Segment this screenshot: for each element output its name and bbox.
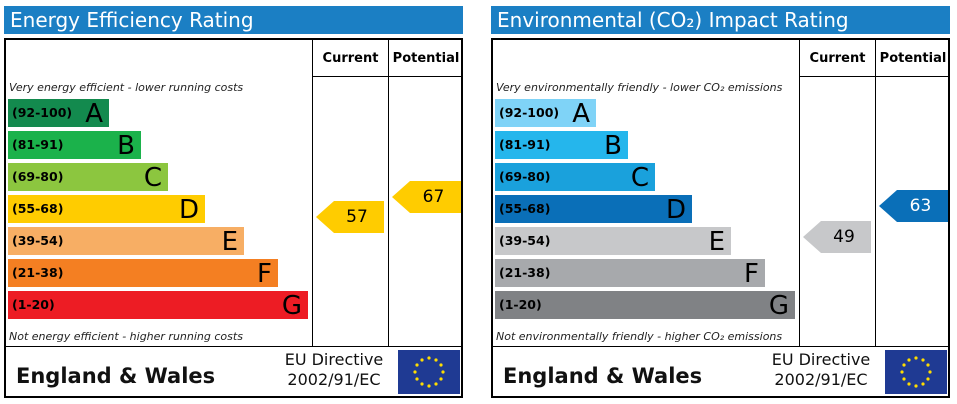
divider [799,76,950,77]
band-range: (81-91) [499,137,551,152]
band-range: (21-38) [12,265,64,280]
band-letter: E [708,227,725,257]
band-range: (1-20) [499,297,542,312]
band-g: (1-20) G [8,291,308,321]
band-letter: D [178,195,199,225]
eu-directive: EU Directive 2002/91/EC [765,350,877,390]
band-letter: B [604,131,622,161]
current-column-header: Current [809,51,866,66]
band-d: (55-68) D [495,195,692,225]
potential-rating-arrow: 63 [879,190,948,222]
energy-efficiency-panel: Energy Efficiency Rating Current Potenti… [4,0,465,404]
band-letter: B [117,131,135,161]
band-range: (55-68) [499,201,551,216]
eu-directive-line1: EU Directive [284,350,384,369]
eu-directive-line2: 2002/91/EC [774,370,868,389]
divider [493,346,950,347]
bottom-caption: Not energy efficient - higher running co… [9,330,243,343]
top-caption: Very energy efficient - lower running co… [9,81,244,94]
divider [312,76,463,77]
band-range: (69-80) [499,169,551,184]
band-letter: A [572,99,590,129]
band-range: (81-91) [12,137,64,152]
bottom-caption: Not environmentally friendly - higher CO… [496,330,783,343]
band-range: (55-68) [12,201,64,216]
band-b: (81-91) B [495,131,628,161]
eu-directive: EU Directive 2002/91/EC [278,350,390,390]
band-range: (1-20) [12,297,55,312]
band-range: (69-80) [12,169,64,184]
band-f: (21-38) F [8,259,278,289]
band-e: (39-54) E [495,227,731,257]
rating-frame: Current Potential Very energy efficient … [4,38,463,398]
band-g: (1-20) G [495,291,795,321]
band-e: (39-54) E [8,227,244,257]
band-letter: G [281,291,302,321]
band-letter: C [630,163,649,193]
band-range: (21-38) [499,265,551,280]
band-range: (92-100) [12,105,73,120]
footer-region: England & Wales [16,364,216,388]
panel-title: Environmental (CO₂) Impact Rating [491,6,950,34]
band-c: (69-80) C [8,163,168,193]
potential-rating-arrow: 67 [392,181,461,213]
rating-frame: Current Potential Very environmentally f… [491,38,950,398]
divider [799,40,800,346]
band-letter: F [257,259,272,289]
eu-directive-line2: 2002/91/EC [287,370,381,389]
divider [875,40,876,346]
band-letter: A [85,99,103,129]
eu-directive-line1: EU Directive [771,350,871,369]
band-d: (55-68) D [8,195,205,225]
environmental-impact-panel: Environmental (CO₂) Impact Rating Curren… [491,0,952,404]
eu-flag-icon [398,350,460,394]
band-range: (39-54) [12,233,64,248]
band-letter: G [768,291,789,321]
band-f: (21-38) F [495,259,765,289]
current-rating-arrow: 49 [803,221,871,253]
current-column-header: Current [322,51,379,66]
band-letter: E [221,227,238,257]
potential-column-header: Potential [392,51,460,66]
band-letter: D [665,195,686,225]
band-c: (69-80) C [495,163,655,193]
band-b: (81-91) B [8,131,141,161]
footer-region: England & Wales [503,364,703,388]
band-letter: C [143,163,162,193]
band-range: (39-54) [499,233,551,248]
divider [312,40,313,346]
divider [388,40,389,346]
top-caption: Very environmentally friendly - lower CO… [496,81,783,94]
panel-title: Energy Efficiency Rating [4,6,463,34]
potential-column-header: Potential [879,51,947,66]
band-a: (92-100) A [8,99,109,129]
band-a: (92-100) A [495,99,596,129]
divider [6,346,463,347]
current-rating-arrow: 57 [316,201,384,233]
band-range: (92-100) [499,105,560,120]
eu-flag-icon [885,350,947,394]
band-letter: F [744,259,759,289]
